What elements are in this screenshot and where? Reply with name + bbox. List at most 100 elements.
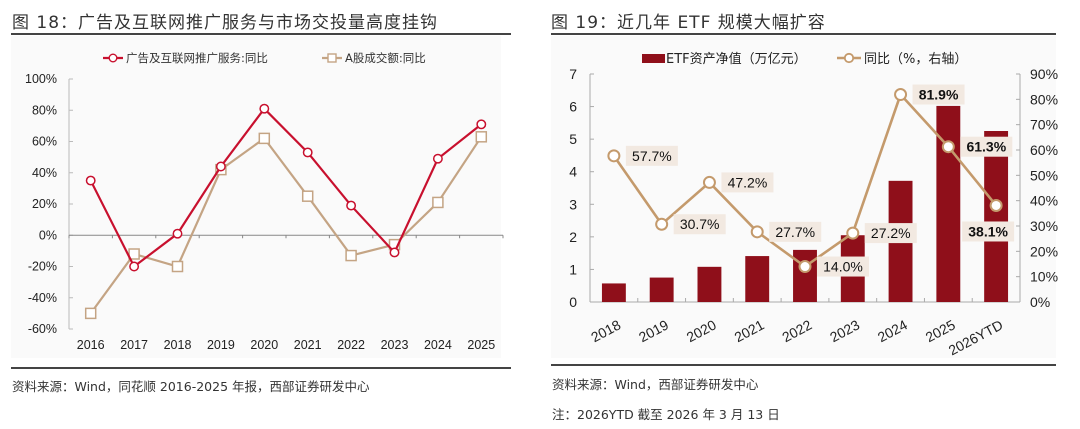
x-tick-label: 2019 (636, 316, 671, 345)
bar-etf-nav (649, 277, 674, 302)
y-tick-label: -20% (28, 260, 57, 274)
y-tick-label-right: 70% (1030, 117, 1058, 133)
data-point-ad-service (476, 119, 487, 130)
y-tick-label-left: 1 (569, 261, 577, 277)
data-label: 61.3% (966, 139, 1006, 155)
x-tick-label: 2016 (77, 338, 105, 352)
data-label-box (673, 214, 726, 235)
x-tick-label: 2024 (875, 316, 910, 345)
data-point-yoy (846, 226, 860, 240)
x-tick-label: 2026YTD (946, 317, 1006, 359)
legend-label: 同比（%，右轴） (864, 52, 967, 67)
data-point-a-share-turnover (432, 196, 444, 209)
title-rule (551, 33, 1056, 35)
legend-marker-circle (108, 53, 118, 63)
y-tick-label-right: 20% (1030, 243, 1058, 259)
chart-background (551, 36, 1056, 358)
data-point-ad-service (215, 161, 226, 172)
y-tick-label-right: 40% (1030, 193, 1058, 209)
bar-line-chart-19: 012345670%10%20%30%40%50%60%70%80%90%201… (569, 51, 1058, 359)
figure-18-title: 图 18：广告及互联网推广服务与市场交投量高度挂钩 (12, 13, 439, 33)
data-point-ad-service (172, 228, 183, 239)
figure-18-panel: 图 18：广告及互联网推广服务与市场交投量高度挂钩 100% 80% 60% 40% 2… (11, 13, 511, 394)
data-label: 27.7% (775, 224, 815, 240)
data-label: 38.1% (968, 223, 1008, 239)
data-point-ad-service (432, 153, 443, 164)
x-tick-label: 2020 (684, 316, 719, 345)
data-label-box (912, 84, 965, 105)
y-tick-label: 20% (32, 197, 57, 211)
data-point-a-share-turnover (128, 248, 140, 260)
data-point-a-share-turnover (475, 131, 488, 143)
y-tick-label-right: 50% (1030, 167, 1058, 183)
y-tick-label: 40% (32, 166, 57, 180)
figure-19-title: 图 19：近几年 ETF 规模大幅扩容 (551, 13, 826, 33)
data-point-yoy (750, 225, 764, 239)
data-point-yoy (989, 198, 1003, 212)
bar-etf-nav (601, 283, 626, 302)
data-point-yoy (798, 260, 812, 274)
data-point-yoy (941, 140, 955, 154)
data-point-ad-service (389, 247, 400, 258)
data-point-yoy (702, 175, 716, 189)
x-tick-label: 2021 (732, 316, 767, 345)
y-tick-label: -40% (28, 291, 57, 305)
figure-19-panel: 图 19：近几年 ETF 规模大幅扩容 0 1 2 3 4 5 6 7 0% 10% 20% 30% 4… (545, 0, 1080, 429)
x-tick-label: 2019 (207, 338, 235, 352)
data-label-box (962, 221, 1015, 242)
x-tick-label: 2018 (588, 316, 623, 345)
x-tick-label: 2023 (827, 316, 862, 345)
y-tick-label-left: 4 (569, 164, 577, 180)
x-tick-label: 2017 (120, 338, 148, 352)
y-tick-label: 0% (39, 228, 57, 242)
y-tick-label: 100% (25, 72, 57, 86)
y-tick-label: 60% (32, 135, 57, 149)
y-tick-label-left: 3 (569, 196, 577, 212)
legend-label: ETF资产净值（万亿元） (666, 51, 807, 67)
data-point-a-share-turnover (84, 307, 97, 320)
data-point-a-share-turnover (301, 190, 314, 202)
source-rule (551, 364, 1056, 366)
y-tick-label-right: 10% (1030, 269, 1058, 285)
legend-marker-square (327, 53, 337, 63)
bar-etf-nav (745, 256, 770, 302)
y-tick-label: 80% (32, 103, 57, 117)
x-tick-label: 2024 (424, 338, 452, 352)
y-tick-label: -60% (28, 322, 57, 336)
figure-19-source: 资料来源：Wind，西部证券研发中心 (552, 377, 759, 392)
series-line-a-share-turnover (89, 136, 483, 315)
figure-19-note: 注：2026YTD 截至 2026 年 3 月 13 日 (552, 407, 780, 422)
x-tick-label: 2021 (294, 338, 322, 352)
data-point-a-share-turnover (345, 249, 357, 262)
y-tick-label-left: 0 (569, 294, 577, 310)
data-label-box (721, 172, 774, 193)
data-point-ad-service (346, 200, 357, 211)
data-point-a-share-turnover (258, 132, 271, 145)
x-tick-label: 2023 (381, 338, 409, 352)
line-chart-18: 100% 80% 60% 40% 20% 0% -20% -40% -60% 2016 2017 20… (25, 51, 504, 352)
x-tick-label: 2022 (337, 338, 365, 352)
data-label: 30.7% (680, 216, 720, 232)
data-point-ad-service (85, 175, 96, 186)
data-point-ad-service (129, 261, 140, 272)
y-tick-label-left: 7 (569, 66, 577, 82)
legend-marker-circle (843, 52, 855, 64)
bar-etf-nav (793, 249, 817, 302)
y-tick-label-left: 5 (569, 131, 577, 147)
x-tick-label: 2022 (779, 316, 814, 345)
legend-label: 广告及互联网推广服务:同比 (126, 51, 268, 65)
data-label-box (817, 256, 869, 277)
data-point-ad-service (259, 103, 270, 114)
y-tick-label-right: 90% (1030, 66, 1058, 82)
x-tick-label: 2018 (164, 338, 192, 352)
data-label: 14.0% (823, 259, 863, 275)
data-point-a-share-turnover (171, 260, 184, 273)
data-point-ad-service (302, 147, 313, 158)
legend-swatch-bar (642, 54, 665, 63)
legend-label: A股成交额:同比 (345, 51, 426, 65)
y-tick-label-right: 0% (1030, 294, 1050, 310)
data-label-box (625, 145, 678, 166)
data-label-box (864, 223, 917, 244)
y-tick-label-left: 6 (569, 99, 577, 115)
series-line-ad-service (89, 107, 482, 269)
